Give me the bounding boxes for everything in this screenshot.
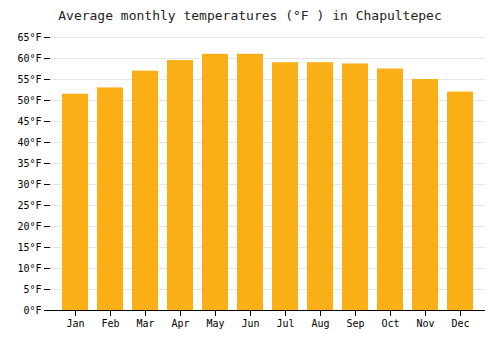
svg-text:Dec: Dec [451,318,469,329]
svg-text:10°F: 10°F [17,263,41,274]
svg-text:35°F: 35°F [17,158,41,169]
svg-text:Sep: Sep [346,318,364,329]
svg-text:May: May [206,318,224,329]
svg-text:Mar: Mar [136,318,154,329]
svg-text:50°F: 50°F [17,95,41,106]
svg-text:Feb: Feb [101,318,119,329]
svg-text:Jun: Jun [241,318,259,329]
svg-text:20°F: 20°F [17,221,41,232]
svg-text:Jul: Jul [276,318,294,329]
svg-text:0°F: 0°F [23,305,41,316]
svg-text:40°F: 40°F [17,137,41,148]
svg-text:Jan: Jan [66,318,84,329]
svg-text:55°F: 55°F [17,74,41,85]
svg-text:65°F: 65°F [17,32,41,43]
svg-text:25°F: 25°F [17,200,41,211]
html-text:Average monthly temperatures (: Average monthly temperatures (°F ) in Ch… [58,8,442,23]
svg-text:Apr: Apr [171,318,189,329]
svg-text:30°F: 30°F [17,179,41,190]
svg-text:45°F: 45°F [17,116,41,127]
svg-text:15°F: 15°F [17,242,41,253]
svg-text:Oct: Oct [381,318,399,329]
svg-text:Aug: Aug [311,318,329,329]
svg-text:Nov: Nov [416,318,434,329]
svg-text:5°F: 5°F [23,284,41,295]
svg-text:60°F: 60°F [17,53,41,64]
